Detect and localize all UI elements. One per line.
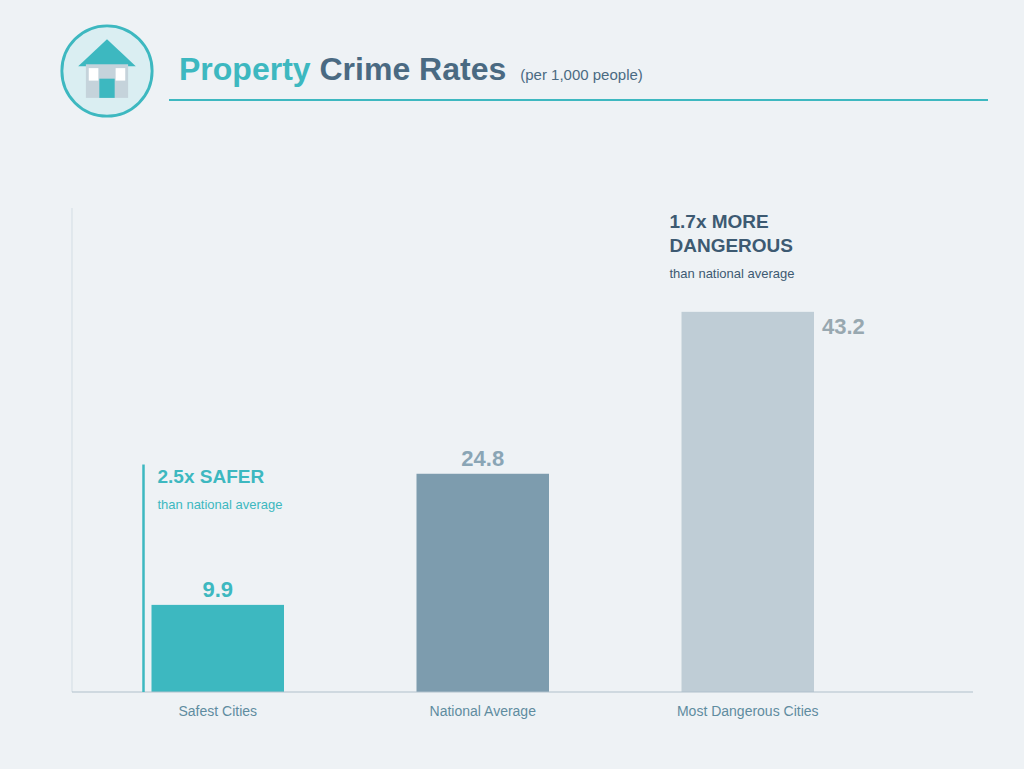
bar <box>682 312 815 692</box>
annotation: 1.7x MOREDANGEROUS <box>670 211 794 256</box>
data-label: 43.2 <box>822 314 865 339</box>
icon-window <box>116 68 126 80</box>
icon-circle <box>62 26 152 116</box>
title-icon <box>62 26 152 116</box>
icon-window <box>89 68 99 80</box>
annotation: than national average <box>158 497 283 512</box>
title: Property Crime Rates <box>179 51 506 87</box>
y-axis <box>72 208 73 692</box>
x-tick-label: Safest Cities <box>178 703 257 719</box>
bar <box>152 605 285 692</box>
icon-house <box>86 64 128 98</box>
x-tick-label: Most Dangerous Cities <box>677 703 819 719</box>
x-axis <box>72 691 973 692</box>
icon-roof <box>78 39 136 66</box>
title-rule <box>169 99 988 101</box>
annotation-line <box>142 465 145 692</box>
annotation: than national average <box>670 266 795 281</box>
x-tick-label: National Average <box>430 703 537 719</box>
icon-door <box>99 79 114 98</box>
bars <box>152 312 815 692</box>
subtitle: (per 1,000 people) <box>520 66 643 83</box>
background <box>0 0 1024 769</box>
bar <box>417 474 550 692</box>
annotation: 2.5x SAFER <box>158 466 265 487</box>
chart: Property Crime Rates (per 1,000 people) Sa… <box>0 0 1024 769</box>
data-label: 9.9 <box>202 577 233 602</box>
data-label: 24.8 <box>461 446 504 471</box>
